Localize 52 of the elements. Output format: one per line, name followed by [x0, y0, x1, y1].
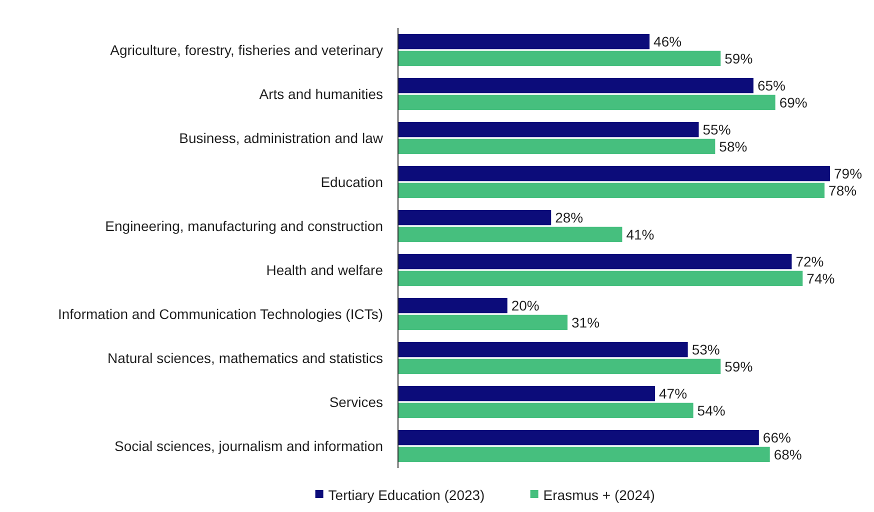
y-tick-label: Arts and humanities — [259, 86, 383, 102]
y-tick-label: Engineering, manufacturing and construction — [105, 218, 383, 234]
data-label: 68% — [774, 446, 802, 462]
y-tick-label: Health and welfare — [266, 262, 384, 278]
y-tick-label: Information and Communication Technologies (ICTs) — [58, 306, 383, 322]
data-label: 59% — [724, 50, 753, 66]
bar — [398, 122, 699, 138]
bar — [398, 138, 716, 154]
data-label: 54% — [697, 402, 726, 418]
y-tick-label: Social sciences, journalism and information — [114, 438, 383, 454]
legend-label: Erasmus + (2024) — [543, 486, 655, 503]
data-label: 41% — [626, 226, 654, 242]
y-tick-label: Business, administration and law — [179, 130, 384, 146]
data-label: 74% — [806, 270, 835, 286]
bar — [398, 254, 792, 270]
data-label: 46% — [654, 33, 682, 50]
data-label: 31% — [572, 314, 600, 330]
bar — [398, 94, 776, 110]
bar — [398, 34, 650, 50]
y-tick-label: Services — [329, 394, 383, 410]
bar — [398, 342, 688, 358]
data-label: 65% — [757, 77, 786, 94]
data-label: 66% — [762, 429, 791, 446]
data-label: 72% — [796, 253, 824, 270]
data-label: 53% — [692, 341, 720, 358]
bar — [398, 182, 825, 198]
bar — [398, 166, 830, 182]
data-label: 28% — [555, 209, 584, 226]
y-tick-label: Natural sciences, mathematics and statistics — [108, 350, 383, 366]
legend-label: Tertiary Education (2023) — [328, 486, 485, 503]
data-label: 59% — [724, 358, 753, 374]
bar — [398, 446, 770, 462]
bar — [398, 226, 622, 242]
data-label: 47% — [659, 385, 688, 402]
bar — [398, 78, 754, 94]
bar — [398, 298, 508, 314]
y-tick-label: Education — [320, 174, 383, 190]
bar — [398, 210, 552, 226]
bar — [398, 270, 803, 286]
bar — [398, 50, 721, 66]
data-label: 58% — [719, 138, 748, 154]
bar — [398, 386, 656, 402]
data-label: 20% — [511, 297, 540, 314]
data-label: 55% — [702, 121, 731, 138]
data-label: 78% — [828, 182, 857, 198]
data-label: 69% — [779, 94, 808, 110]
y-tick-label: Agriculture, forestry, fisheries and veterinary — [110, 42, 383, 58]
bar — [398, 430, 759, 446]
bar — [398, 358, 721, 374]
bar — [398, 402, 694, 418]
bar — [398, 314, 568, 330]
data-label: 79% — [834, 165, 862, 182]
